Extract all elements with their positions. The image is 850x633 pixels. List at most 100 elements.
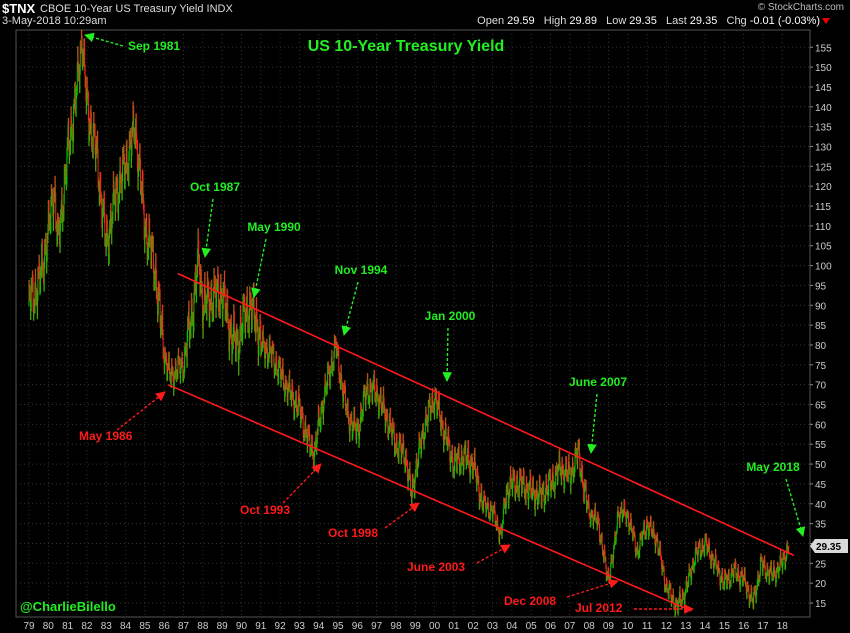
x-tick-label: 07	[564, 621, 576, 632]
annotation-label: May 2018	[746, 460, 800, 474]
y-tick-label: 115	[815, 202, 831, 213]
x-tick-label: 95	[332, 621, 344, 632]
x-tick-label: 87	[178, 621, 190, 632]
y-tick-label: 95	[815, 281, 827, 292]
x-tick-label: 16	[738, 621, 750, 632]
x-tick-label: 15	[719, 621, 731, 632]
annotation-label: Oct 1987	[190, 180, 240, 194]
y-tick-label: 80	[815, 341, 827, 352]
y-tick-label: 35	[815, 520, 827, 531]
y-tick-label: 40	[815, 500, 827, 511]
y-tick-label: 20	[815, 579, 827, 590]
annotation-label: Dec 2008	[504, 594, 556, 608]
x-tick-label: 91	[255, 621, 267, 632]
annotation-arrow	[250, 238, 267, 298]
annotation-arrow	[384, 502, 420, 529]
x-tick-label: 93	[294, 621, 306, 632]
x-tick-label: 85	[139, 621, 151, 632]
annotation-label: June 2007	[569, 375, 627, 389]
y-tick-label: 55	[815, 440, 827, 451]
x-tick-label: 01	[448, 621, 460, 632]
annotation-arrow	[282, 463, 322, 504]
y-tick-label: 70	[815, 381, 827, 392]
chart-title: US 10-Year Treasury Yield	[308, 38, 505, 55]
x-tick-label: 94	[313, 621, 325, 632]
annotation-label: May 1986	[79, 429, 133, 443]
y-tick-label: 85	[815, 321, 827, 332]
y-tick-label: 45	[815, 480, 827, 491]
ohlc-readout: Open 29.59 High 29.89 Low 29.35 Last 29.35 C…	[477, 15, 820, 27]
x-tick-label: 99	[410, 621, 422, 632]
y-tick-label: 120	[815, 182, 832, 193]
annotation-arrow	[785, 478, 806, 537]
y-tick-label: 25	[815, 559, 827, 570]
annotation-arrow	[341, 281, 359, 336]
exchange-label: INDX	[206, 3, 233, 15]
x-tick-label: 84	[120, 621, 132, 632]
x-tick-label: 08	[584, 621, 596, 632]
y-tick-label: 90	[815, 301, 827, 312]
x-tick-label: 03	[487, 621, 499, 632]
x-tick-label: 09	[603, 621, 615, 632]
last-value-tag	[810, 539, 848, 554]
annotation-arrow	[116, 391, 166, 431]
x-tick-label: 05	[526, 621, 538, 632]
x-tick-label: 86	[159, 621, 171, 632]
y-tick-label: 125	[815, 162, 832, 173]
change-value: -0.01 (-0.03%)	[749, 15, 820, 27]
annotation-label: Jul 2012	[575, 601, 623, 615]
x-tick-label: 06	[545, 621, 557, 632]
y-tick-label: 15	[815, 599, 827, 610]
annotation-arrow	[442, 327, 453, 382]
annotation-label: Sep 1981	[128, 39, 180, 53]
credit-label: @CharlieBilello	[20, 599, 116, 614]
x-tick-label: 97	[371, 621, 383, 632]
x-tick-label: 00	[429, 621, 441, 632]
x-tick-label: 98	[390, 621, 402, 632]
x-tick-label: 82	[81, 621, 93, 632]
y-tick-label: 150	[815, 63, 832, 74]
y-tick-label: 75	[815, 361, 827, 372]
annotation-label: Nov 1994	[335, 263, 388, 277]
annotation-arrow	[476, 544, 511, 564]
x-tick-label: 88	[197, 621, 209, 632]
x-tick-label: 17	[757, 621, 769, 632]
open-value: 29.59	[507, 15, 535, 27]
description-label: CBOE 10-Year US Treasury Yield INDX	[40, 3, 233, 15]
annotation-arrow	[201, 198, 214, 258]
annotation-arrow	[84, 32, 124, 47]
x-tick-label: 92	[275, 621, 287, 632]
x-tick-label: 12	[661, 621, 673, 632]
annotation-label: June 2003	[407, 560, 465, 574]
chart-header: $TNX CBOE 10-Year US Treasury Yield INDX…	[0, 0, 850, 28]
low-value: 29.35	[629, 15, 657, 27]
x-tick-label: 02	[468, 621, 480, 632]
upper-channel-line	[177, 272, 795, 557]
annotation-label: Oct 1998	[328, 526, 378, 540]
down-triangle-icon	[822, 18, 830, 24]
x-tick-label: 81	[62, 621, 74, 632]
timestamp-label: 3-May-2018 10:29am	[2, 15, 107, 27]
x-tick-label: 83	[101, 621, 113, 632]
y-tick-label: 140	[815, 103, 832, 114]
annotation-label: Oct 1993	[240, 503, 290, 517]
x-tick-label: 13	[680, 621, 692, 632]
annotation-label: May 1990	[247, 220, 301, 234]
x-tick-label: 10	[622, 621, 634, 632]
annotation-label: Jan 2000	[425, 309, 476, 323]
x-tick-label: 04	[506, 621, 518, 632]
symbol-label: $TNX	[2, 1, 36, 16]
y-tick-label: 110	[815, 222, 831, 233]
y-tick-label: 50	[815, 460, 827, 471]
x-tick-label: 14	[699, 621, 711, 632]
y-tick-label: 65	[815, 401, 827, 412]
x-tick-label: 96	[352, 621, 364, 632]
high-value: 29.89	[569, 15, 597, 27]
y-tick-label: 60	[815, 420, 827, 431]
x-tick-label: 79	[23, 621, 35, 632]
last-value: 29.35	[689, 15, 718, 27]
annotation-arrow	[566, 578, 619, 598]
brand-label: © StockCharts.com	[757, 2, 844, 13]
plot-frame	[15, 29, 811, 618]
